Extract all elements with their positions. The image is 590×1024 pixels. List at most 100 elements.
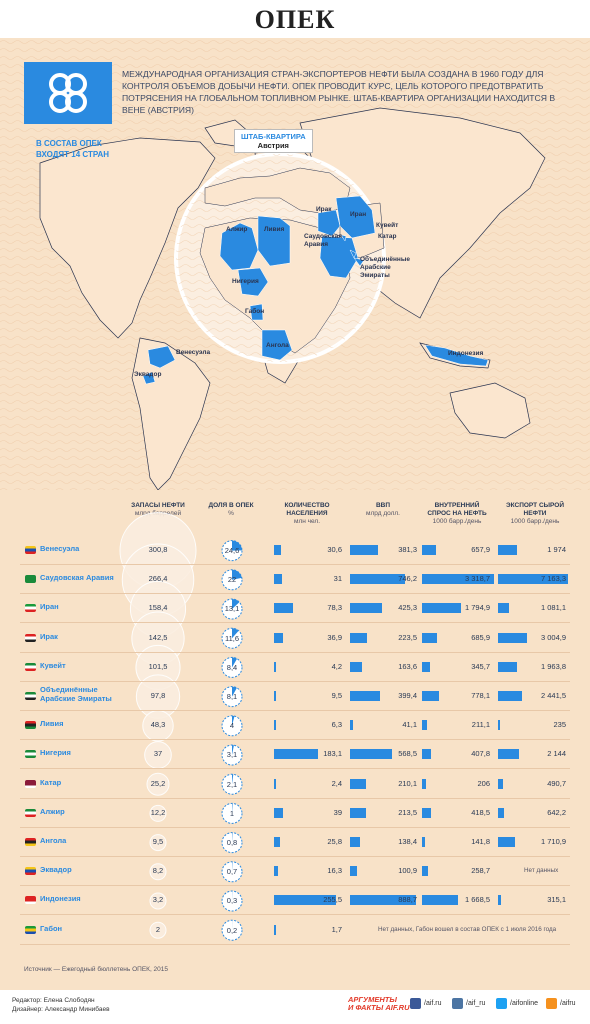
reserves-bubbles bbox=[119, 512, 243, 941]
demand-value: 345,7 bbox=[471, 661, 490, 671]
population-bar bbox=[274, 866, 278, 877]
share-value: 0,7 bbox=[226, 867, 238, 877]
col-demand-label-1: ВНУТРЕННИЙ bbox=[434, 502, 480, 509]
gdp-value: 223,5 bbox=[398, 632, 417, 642]
demand-bar bbox=[422, 749, 431, 760]
country-flag-icon bbox=[25, 867, 36, 876]
angola-shape bbox=[261, 329, 293, 361]
gdp-bar bbox=[350, 691, 380, 701]
editor-credit: Редактор: Елена Слободян bbox=[12, 997, 95, 1004]
country-name-line-2: Арабские Эмираты bbox=[40, 694, 112, 703]
vk-icon[interactable] bbox=[452, 998, 463, 1009]
algeria-shape bbox=[219, 222, 259, 271]
row-divider bbox=[20, 564, 570, 565]
members-note: В состав ОПЕК входят 14 стран bbox=[36, 138, 109, 160]
share-pie-slice bbox=[232, 599, 240, 609]
population-bar bbox=[274, 924, 276, 935]
country-name: Алжир bbox=[40, 806, 65, 816]
demand-bar bbox=[422, 574, 494, 585]
col-population-head: КОЛИЧЕСТВО НАСЕЛЕНИЯ млн чел. bbox=[270, 502, 344, 526]
opec-logo bbox=[24, 62, 112, 124]
gdp-bar bbox=[350, 778, 366, 789]
table-row: Саудовская Аравия 266,4 22 31 746,2 3 318,7 7 … bbox=[0, 565, 590, 595]
members-line-2: входят 14 стран bbox=[36, 150, 110, 159]
col-export-label-2: НЕФТИ bbox=[523, 510, 547, 517]
reserves-bubble bbox=[149, 834, 167, 852]
table-row: Алжир 12,2 1 39 213,5 418,5 642,2 bbox=[0, 799, 590, 828]
demand-value: 407,8 bbox=[471, 749, 490, 759]
social-fb-link[interactable]: /aif.ru bbox=[424, 1000, 442, 1007]
gdp-bar bbox=[350, 545, 379, 555]
country-name: Венесуэла bbox=[40, 544, 80, 553]
col-gdp-unit: млрд долл. bbox=[366, 510, 400, 517]
table-row: Габон 2 0,2 1,7 Нет данных, Габон вошел в со… bbox=[0, 916, 590, 945]
map-label-iran: Иран bbox=[350, 211, 367, 218]
map-label-nigeria: Нигерия bbox=[232, 278, 259, 285]
hq-label: ШТАБ-КВАРТИРА Австрия bbox=[234, 129, 313, 153]
source-note: Источник — Ежегодный бюллетень ОПЕК, 201… bbox=[24, 966, 169, 973]
export-bar bbox=[498, 603, 509, 614]
map-section: Международная организация стран-экспорте… bbox=[0, 38, 590, 490]
export-value: 1 081,1 bbox=[540, 603, 566, 613]
export-bar bbox=[498, 720, 501, 731]
row-divider bbox=[20, 943, 570, 945]
population-bar bbox=[274, 720, 276, 731]
demand-value: 1 668,5 bbox=[464, 895, 490, 905]
north-america-shape bbox=[39, 137, 216, 339]
reserves-value: 48,3 bbox=[150, 720, 166, 730]
gdp-value: 41,1 bbox=[402, 720, 417, 730]
row-divider bbox=[20, 856, 570, 857]
map-label-kuwait: Кувейт bbox=[376, 222, 399, 229]
demand-value: 141,8 bbox=[471, 837, 490, 846]
country-name: Индонезия bbox=[40, 894, 81, 904]
population-bar bbox=[274, 895, 336, 906]
export-bar bbox=[498, 778, 503, 789]
country-name: Кувейт bbox=[40, 660, 66, 670]
share-value: 0,3 bbox=[226, 896, 238, 906]
export-bar bbox=[498, 895, 502, 906]
odnoklassniki-icon[interactable] bbox=[546, 998, 557, 1009]
demand-value: 778,1 bbox=[471, 691, 490, 700]
demand-bar bbox=[422, 895, 459, 906]
social-ok-link[interactable]: /aifru bbox=[560, 1000, 576, 1007]
gdp-bar bbox=[350, 632, 367, 643]
country-flag-icon bbox=[25, 692, 36, 700]
row-divider bbox=[20, 914, 570, 916]
country-name: Эквадор bbox=[40, 865, 72, 875]
social-vk-link[interactable]: /aif_ru bbox=[466, 1000, 486, 1007]
population-bar bbox=[274, 778, 276, 789]
title-bar: ОПЕК bbox=[0, 0, 590, 38]
opec-logo-icon bbox=[49, 73, 87, 113]
reserves-bubble bbox=[149, 804, 167, 822]
export-bar bbox=[498, 574, 568, 585]
aif-logo[interactable]: АРГУМЕНТЫ И ФАКТЫ AIF.RU bbox=[348, 996, 410, 1012]
export-bar bbox=[498, 661, 518, 672]
table-row: Эквадор 8,2 0,7 16,3 100,9 258,7 Нет данных bbox=[0, 857, 590, 887]
population-value: 4,2 bbox=[331, 661, 342, 671]
facebook-icon[interactable] bbox=[410, 998, 421, 1009]
venezuela-shape bbox=[147, 345, 176, 369]
population-value: 39 bbox=[333, 807, 342, 817]
country-flag-icon bbox=[25, 750, 36, 759]
twitter-icon[interactable] bbox=[496, 998, 507, 1009]
country-name: Катар bbox=[40, 777, 62, 787]
population-value: 6,3 bbox=[331, 720, 342, 730]
demand-value: 211,1 bbox=[471, 720, 490, 730]
demand-bar bbox=[422, 691, 439, 701]
population-value: 255,5 bbox=[323, 895, 342, 905]
export-value: 2 441,5 bbox=[540, 691, 566, 700]
gdp-value: 163,6 bbox=[398, 661, 417, 671]
population-value: 16,3 bbox=[327, 866, 342, 876]
export-value: 642,2 bbox=[547, 807, 566, 817]
map-label-qatar: Катар bbox=[378, 233, 397, 240]
reserves-value: 101,5 bbox=[148, 661, 168, 671]
table-row: Объединённые Арабские Эмираты 97,8 8,1 9,5 39… bbox=[0, 682, 590, 711]
reserves-value: 158,4 bbox=[148, 603, 168, 613]
col-population-label-1: КОЛИЧЕСТВО bbox=[284, 502, 330, 509]
export-bar bbox=[498, 632, 528, 643]
country-name: Габон bbox=[40, 923, 63, 933]
social-tw-link[interactable]: /aifonline bbox=[510, 1000, 539, 1007]
col-population-label-2: НАСЕЛЕНИЯ bbox=[286, 510, 328, 517]
demand-value: 1 794,9 bbox=[464, 603, 490, 613]
country-name: Ливия bbox=[40, 719, 64, 729]
